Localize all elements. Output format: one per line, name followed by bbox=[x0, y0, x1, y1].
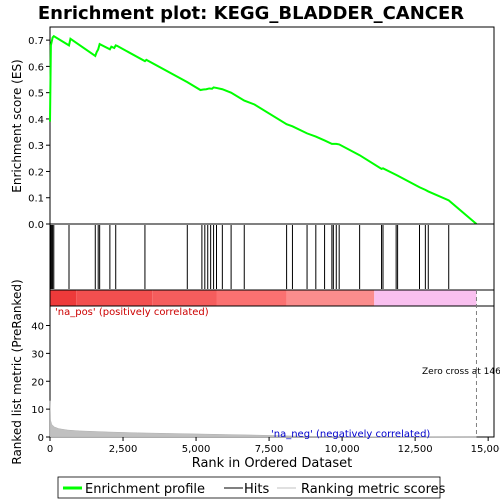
heat-bar-segment bbox=[152, 290, 217, 306]
ranking-y-axis-label: Ranked list metric (PreRanked) bbox=[10, 279, 24, 464]
heat-bar-segment bbox=[50, 290, 77, 306]
es-y-axis-label: Enrichment score (ES) bbox=[10, 59, 24, 192]
ranking-panel bbox=[49, 305, 495, 438]
legend-label: Ranking metric scores bbox=[301, 482, 446, 497]
es-y-axis: 0.0 0.1 0.2 0.3 0.4 0.5 0.6 0.7 bbox=[28, 36, 50, 231]
x-axis-label: Rank in Ordered Dataset bbox=[192, 456, 353, 471]
es-y-tick-label: 0.6 bbox=[28, 62, 44, 73]
ranking-y-tick-label: 30 bbox=[31, 349, 44, 360]
es-y-tick-label: 0.0 bbox=[28, 220, 44, 231]
x-tick-label: 7,500 bbox=[255, 444, 284, 455]
legend-box bbox=[57, 476, 441, 499]
es-y-tick-label: 0.5 bbox=[28, 89, 44, 100]
heat-bar-segment bbox=[374, 290, 477, 306]
es-y-tick-label: 0.1 bbox=[28, 194, 44, 205]
x-tick-label: 10,000 bbox=[325, 444, 360, 455]
x-tick-label: 2,500 bbox=[109, 444, 138, 455]
x-tick-label: 0 bbox=[47, 444, 53, 455]
x-tick-label: 15,000 bbox=[471, 444, 500, 455]
hits-panel bbox=[49, 223, 495, 291]
x-tick-label: 5,000 bbox=[182, 444, 211, 455]
legend-label: Hits bbox=[244, 482, 269, 497]
es-profile-line bbox=[49, 34, 478, 225]
ranking-y-tick-label: 20 bbox=[31, 377, 44, 388]
chart-title: Enrichment plot: KEGG_BLADDER_CANCER bbox=[38, 3, 464, 24]
ranking-metric-area bbox=[49, 400, 477, 438]
zero-cross-label: Zero cross at 14600 bbox=[422, 367, 500, 377]
ranking-heat-bar bbox=[50, 290, 477, 306]
legend-label: Enrichment profile bbox=[85, 482, 205, 497]
es-y-tick-label: 0.2 bbox=[28, 167, 44, 178]
legend: Enrichment profile Hits Ranking metric sco… bbox=[63, 482, 446, 497]
x-tick-label: 12,500 bbox=[398, 444, 433, 455]
ranking-y-axis: 0 10 20 30 40 bbox=[31, 322, 50, 444]
ranking-y-tick-label: 40 bbox=[31, 322, 44, 333]
heat-bar-segment bbox=[286, 290, 375, 306]
heat-bar-segment bbox=[216, 290, 287, 306]
es-y-tick-label: 0.7 bbox=[28, 36, 44, 47]
ranking-y-tick-label: 0 bbox=[38, 433, 44, 444]
hit-marks bbox=[50, 225, 450, 289]
x-axis: 0 2,500 5,000 7,500 10,000 12,500 15,000 bbox=[47, 437, 500, 455]
positive-correlation-label: 'na_pos' (positively correlated) bbox=[55, 307, 209, 318]
heat-bar-segment bbox=[76, 290, 153, 306]
es-panel bbox=[49, 26, 495, 225]
negative-correlation-label: 'na_neg' (negatively correlated) bbox=[271, 429, 430, 440]
ranking-y-tick-label: 10 bbox=[31, 405, 44, 416]
es-y-tick-label: 0.3 bbox=[28, 141, 44, 152]
es-y-tick-label: 0.4 bbox=[28, 115, 44, 126]
